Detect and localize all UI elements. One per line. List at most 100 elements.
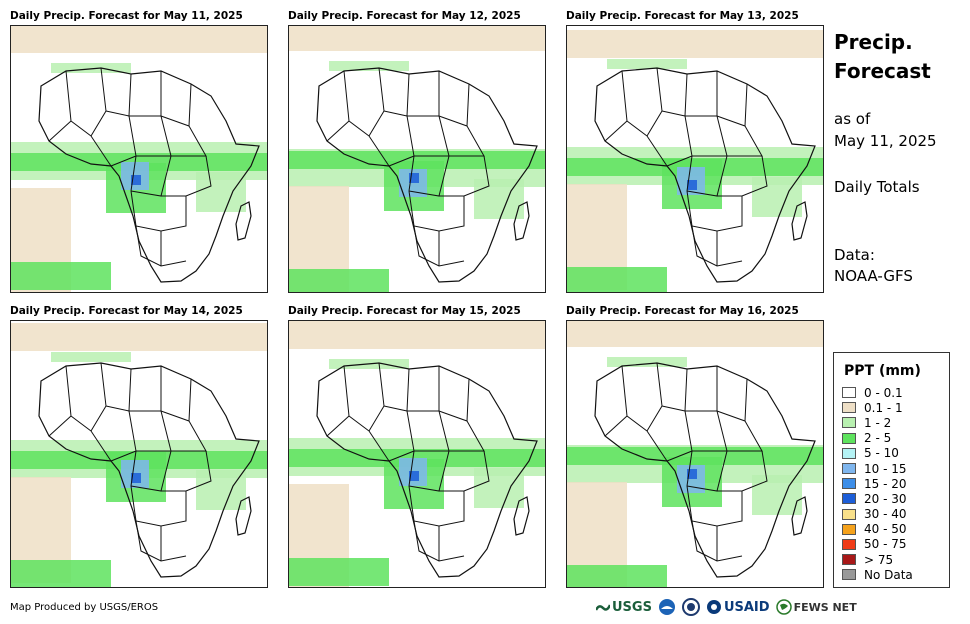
country-border xyxy=(621,365,648,432)
precip-area xyxy=(51,352,131,362)
precip-area xyxy=(289,321,545,349)
legend-label: 0.1 - 1 xyxy=(864,400,903,415)
precip-area xyxy=(409,173,419,183)
map-panel-may-15 xyxy=(288,320,546,588)
country-border xyxy=(90,67,107,137)
legend-label: 0 - 0.1 xyxy=(864,385,903,400)
map-panel-may-13 xyxy=(566,25,824,293)
precip-area xyxy=(11,26,267,53)
legend-swatch xyxy=(842,493,856,505)
legend-item: 1 - 2 xyxy=(842,415,949,430)
country-border xyxy=(661,368,688,412)
country-border xyxy=(105,368,132,412)
legend-label: 30 - 40 xyxy=(864,507,907,522)
country-border xyxy=(368,135,390,167)
map-panel-may-16 xyxy=(566,320,824,588)
usaid-seal-icon xyxy=(706,600,721,614)
africa-map xyxy=(289,26,545,292)
legend-label: 20 - 30 xyxy=(864,491,907,506)
legend-item: 2 - 5 xyxy=(842,431,949,446)
country-border xyxy=(129,366,162,412)
country-border xyxy=(130,450,137,487)
africa-coastline xyxy=(316,362,538,578)
country-border xyxy=(90,430,112,462)
precip-area xyxy=(409,471,419,481)
usgs-logo: USGS xyxy=(596,600,652,615)
legend-swatch xyxy=(842,538,856,550)
fewsnet-logo: FEWS NET xyxy=(775,599,857,615)
country-border xyxy=(717,155,768,197)
country-border xyxy=(408,450,415,487)
legend-label: 50 - 75 xyxy=(864,537,907,552)
side-title-line1: Precip. xyxy=(834,30,913,54)
country-border xyxy=(413,225,465,267)
legend-swatch xyxy=(842,432,856,444)
country-border xyxy=(717,450,768,492)
country-border xyxy=(65,70,92,137)
country-border xyxy=(413,520,465,562)
legend-label: 10 - 15 xyxy=(864,461,907,476)
precip-area xyxy=(687,469,697,479)
country-border xyxy=(407,366,440,412)
country-border xyxy=(685,366,718,412)
country-border xyxy=(646,362,663,432)
country-border xyxy=(343,70,370,137)
precip-area xyxy=(11,262,111,290)
country-border xyxy=(716,378,748,422)
precip-area xyxy=(474,468,524,508)
precip-area xyxy=(567,267,667,292)
country-border xyxy=(383,368,410,412)
legend-item: No Data xyxy=(842,567,949,582)
africa-map xyxy=(11,323,267,587)
precip-area xyxy=(567,565,667,587)
legend-swatch xyxy=(842,402,856,414)
usaid-text: USAID xyxy=(723,599,770,615)
precip-area xyxy=(196,470,246,510)
country-border xyxy=(408,155,415,192)
country-border xyxy=(130,155,137,192)
country-border xyxy=(685,71,718,117)
panel-title-may-14: Daily Precip. Forecast for May 14, 2025 xyxy=(10,305,243,317)
precip-area xyxy=(607,357,687,367)
legend-swatch xyxy=(842,554,856,566)
legend-swatch xyxy=(842,569,856,581)
precip-area xyxy=(607,59,687,69)
country-border xyxy=(439,155,490,197)
madagascar-outline xyxy=(791,201,808,241)
legend-label: 15 - 20 xyxy=(864,476,907,491)
madagascar-outline xyxy=(235,496,252,536)
panel-title-may-12: Daily Precip. Forecast for May 12, 2025 xyxy=(288,10,521,22)
globe-icon xyxy=(775,599,792,615)
country-border xyxy=(90,362,107,432)
daily-totals-label: Daily Totals xyxy=(834,178,920,196)
legend-label: No Data xyxy=(864,567,913,582)
legend-swatch xyxy=(842,463,856,475)
legend-item: 40 - 50 xyxy=(842,522,949,537)
as-of-date: May 11, 2025 xyxy=(834,132,937,150)
map-panel-may-12 xyxy=(288,25,546,293)
map-panel-may-11 xyxy=(10,25,268,293)
africa-coastline xyxy=(594,67,816,283)
country-border xyxy=(716,83,748,127)
country-border xyxy=(646,135,668,167)
country-border xyxy=(161,155,212,197)
legend-label: 40 - 50 xyxy=(864,522,907,537)
usaid-logo: USAID xyxy=(706,599,770,615)
precip-area xyxy=(752,475,802,515)
country-border xyxy=(160,83,192,127)
data-source: NOAA-GFS xyxy=(834,267,913,285)
legend-label: 2 - 5 xyxy=(864,431,892,446)
precip-area xyxy=(196,172,246,212)
country-border xyxy=(439,450,490,492)
panel-title-may-15: Daily Precip. Forecast for May 15, 2025 xyxy=(288,305,521,317)
legend-swatch xyxy=(842,508,856,520)
africa-map xyxy=(11,26,267,292)
country-border xyxy=(343,365,370,432)
africa-coastline xyxy=(38,67,260,283)
africa-coastline xyxy=(316,67,538,283)
legend-swatch xyxy=(842,523,856,535)
noaa-logo-icon xyxy=(658,599,675,615)
legend-item: 0.1 - 1 xyxy=(842,400,949,415)
